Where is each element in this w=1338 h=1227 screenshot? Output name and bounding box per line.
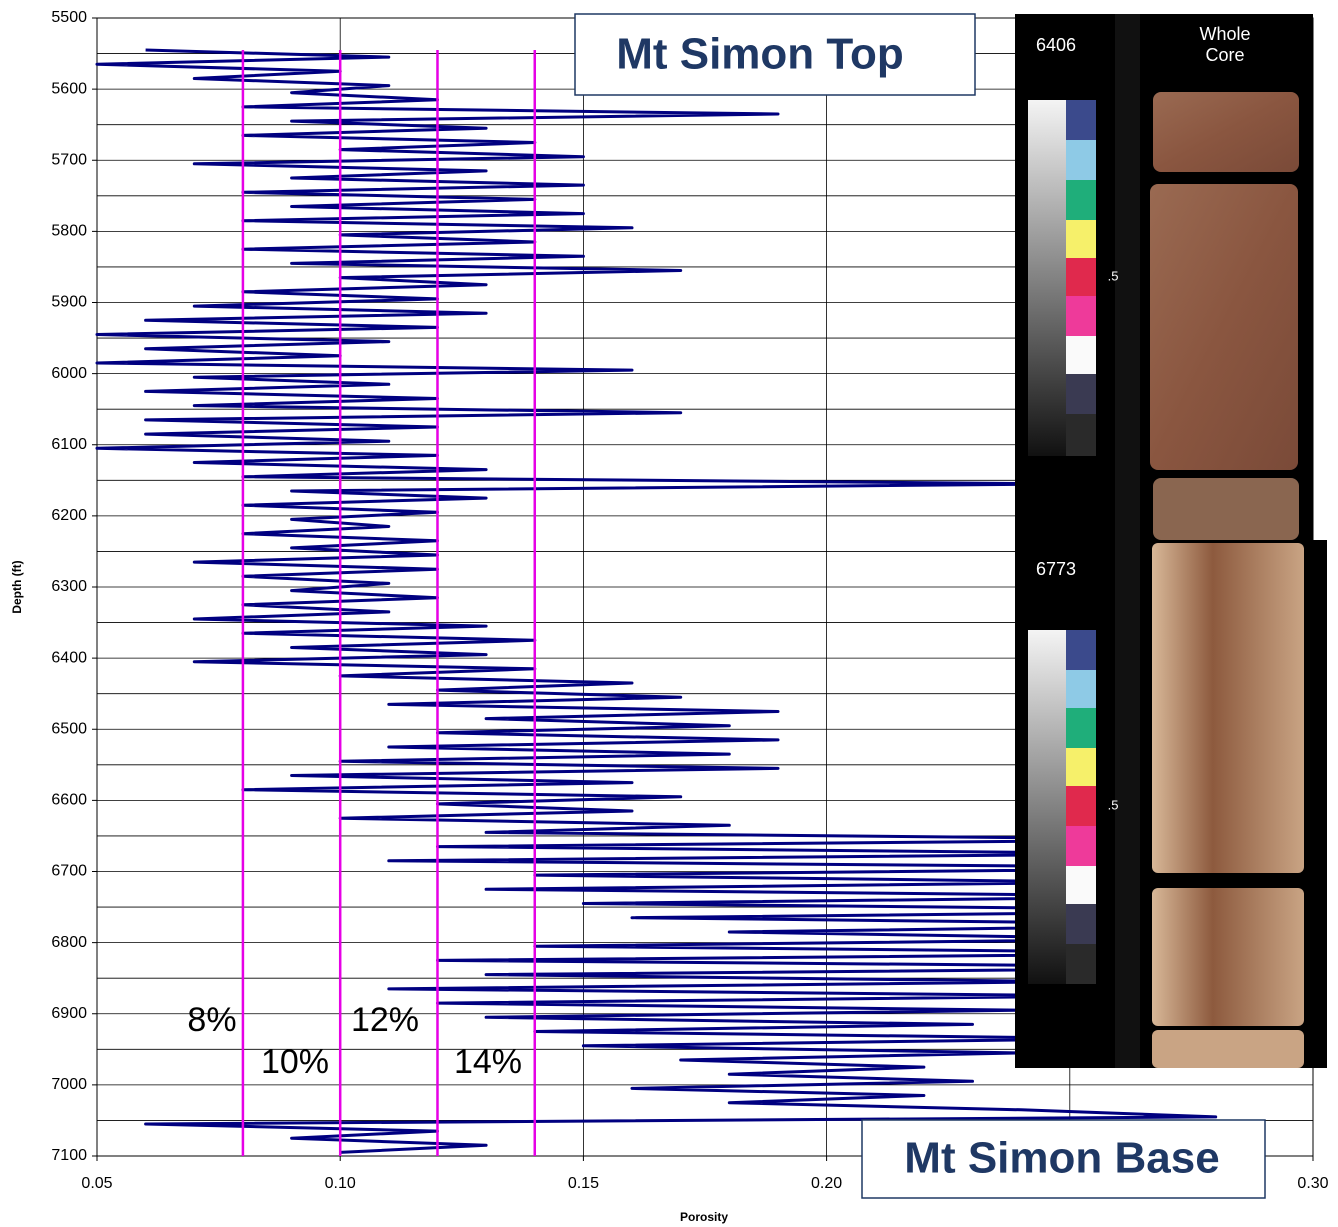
x-tick-label: 0.20 xyxy=(811,1175,842,1192)
swatch xyxy=(1066,904,1096,944)
annotation-box xyxy=(574,13,976,96)
swatch xyxy=(1066,748,1096,786)
annotation-box xyxy=(861,1119,1266,1199)
annotation-base: Mt Simon Base xyxy=(861,1119,1266,1199)
core-piece xyxy=(1150,184,1298,470)
core-title-wrap: Whole Core xyxy=(1199,24,1251,65)
swatch xyxy=(1066,220,1096,258)
y-tick-label: 6000 xyxy=(51,365,87,382)
x-tick-label: 0.15 xyxy=(568,1175,599,1192)
core-piece xyxy=(1153,92,1299,172)
core-photo: 6406 Whole Core .5 xyxy=(1015,14,1313,540)
scale-label: .5 xyxy=(1108,268,1119,283)
annotation-text: Mt Simon Base xyxy=(904,1134,1219,1183)
scale-label: .5 xyxy=(1108,797,1119,812)
swatch xyxy=(1066,708,1096,748)
y-tick-label: 5500 xyxy=(51,9,87,26)
x-tick-label: 0.10 xyxy=(325,1175,356,1192)
y-axis-title: Depth (ft) xyxy=(10,560,24,613)
swatch xyxy=(1066,296,1096,336)
swatch xyxy=(1066,786,1096,826)
y-tick-label: 5800 xyxy=(51,223,87,240)
swatch xyxy=(1066,258,1096,296)
core-depth: 6773 xyxy=(1036,559,1076,579)
swatch xyxy=(1066,670,1096,708)
swatch xyxy=(1066,180,1096,220)
core-title: Whole Core xyxy=(1199,24,1251,65)
y-tick-label: 6700 xyxy=(51,863,87,880)
y-tick-label: 7000 xyxy=(51,1076,87,1093)
y-tick-label: 7100 xyxy=(51,1147,87,1164)
swatch xyxy=(1066,866,1096,904)
annotation-top: Mt Simon Top xyxy=(574,13,976,96)
swatch xyxy=(1066,140,1096,180)
swatch xyxy=(1066,944,1096,984)
cutoff-label: 14% xyxy=(454,1043,522,1081)
swatch xyxy=(1066,100,1096,140)
swatch xyxy=(1066,374,1096,414)
scale-bar xyxy=(1115,540,1140,1068)
cutoff-label: 10% xyxy=(261,1043,329,1081)
scale-bar xyxy=(1115,14,1140,540)
core-photo: 6773 .5 xyxy=(1015,540,1327,1068)
y-tick-label: 6600 xyxy=(51,792,87,809)
y-tick-label: 6100 xyxy=(51,436,87,453)
y-tick-label: 5600 xyxy=(51,80,87,97)
cutoffs: 8% 10% 12% 14% xyxy=(187,50,537,1156)
y-tick-label: 6900 xyxy=(51,1005,87,1022)
core-piece xyxy=(1153,478,1299,540)
core-piece xyxy=(1152,1030,1304,1068)
y-tick-label: 6500 xyxy=(51,720,87,737)
cutoff-label: 8% xyxy=(187,1001,236,1039)
y-tick-label: 6300 xyxy=(51,578,87,595)
swatch xyxy=(1066,826,1096,866)
y-tick-label: 6800 xyxy=(51,934,87,951)
annotation-text: Mt Simon Top xyxy=(616,30,904,79)
core-piece xyxy=(1152,543,1304,873)
x-tick-label: 0.30 xyxy=(1297,1175,1328,1192)
y-tick-label: 5700 xyxy=(51,151,87,168)
swatch xyxy=(1066,336,1096,374)
core-depth: 6406 xyxy=(1036,35,1076,55)
swatch xyxy=(1066,630,1096,670)
x-tick-label: 0.05 xyxy=(81,1175,112,1192)
y-tick-label: 6200 xyxy=(51,507,87,524)
swatch xyxy=(1066,414,1096,456)
y-tick-label: 6400 xyxy=(51,649,87,666)
core-piece xyxy=(1152,888,1304,1026)
cutoff-label: 12% xyxy=(351,1001,419,1039)
x-axis-title: Porosity xyxy=(680,1210,728,1224)
y-tick-label: 5900 xyxy=(51,294,87,311)
